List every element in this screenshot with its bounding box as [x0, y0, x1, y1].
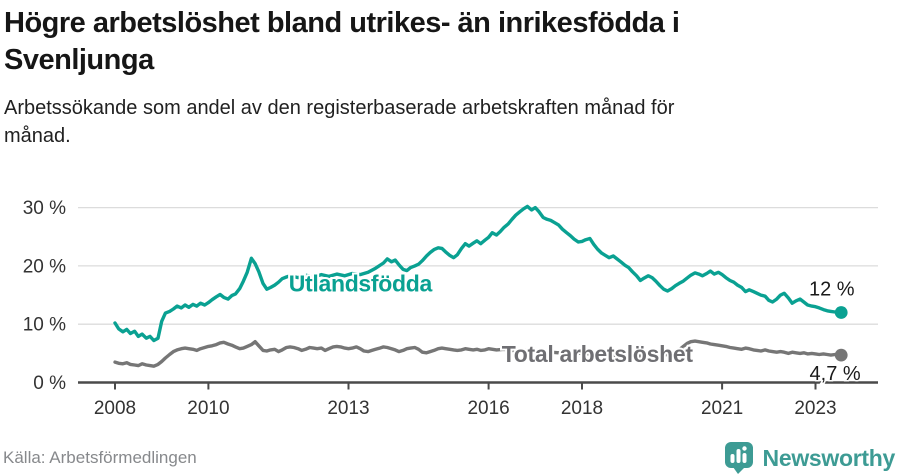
- x-tick-label: 2023: [794, 398, 836, 419]
- y-tick-label: 30 %: [23, 198, 66, 219]
- x-tick-label: 2018: [561, 398, 603, 419]
- series-line-total-arbetsloshet: [113, 339, 843, 368]
- x-tick-label: 2021: [701, 398, 743, 419]
- series-end-value-utlandsfodda: 12 %: [809, 279, 855, 301]
- y-tick-label: 20 %: [23, 256, 66, 277]
- subtitle-line-2: månad.: [4, 125, 71, 147]
- series-end-value-total-arbetsloshet: 4,7 %: [810, 363, 861, 385]
- y-tick-label: 10 %: [23, 315, 66, 336]
- page-title: Högre arbetslöshet bland utrikes- än inr…: [4, 5, 680, 79]
- source-attribution: Källa: Arbetsförmedlingen: [3, 448, 197, 467]
- series-label-total-arbetsloshet: Total arbetslöshet: [502, 341, 694, 367]
- newsworthy-wordmark: Newsworthy: [762, 444, 896, 471]
- x-tick-label: 2010: [187, 398, 229, 419]
- series-line-utlandsfodda: [113, 204, 843, 343]
- title-line-2: Svenljunga: [4, 44, 154, 76]
- x-tick-label: 2008: [94, 398, 136, 419]
- series-label-utlandsfodda: Utlandsfödda: [289, 271, 433, 297]
- x-tick-label: 2013: [327, 398, 369, 419]
- newsworthy-badge-icon: [724, 442, 753, 474]
- series-end-dot-total-arbetsloshet: [834, 348, 848, 362]
- subtitle-line-1: Arbetssökande som andel av den registerb…: [4, 97, 675, 119]
- title-line-1: Högre arbetslöshet bland utrikes- än inr…: [4, 7, 680, 39]
- x-tick-label: 2016: [467, 398, 509, 419]
- y-tick-label: 0 %: [33, 373, 66, 394]
- series-end-dot-utlandsfodda: [834, 306, 848, 319]
- newsworthy-logo: Newsworthy: [724, 441, 895, 474]
- chart-subtitle: Arbetssökande som andel av den registerb…: [4, 94, 674, 150]
